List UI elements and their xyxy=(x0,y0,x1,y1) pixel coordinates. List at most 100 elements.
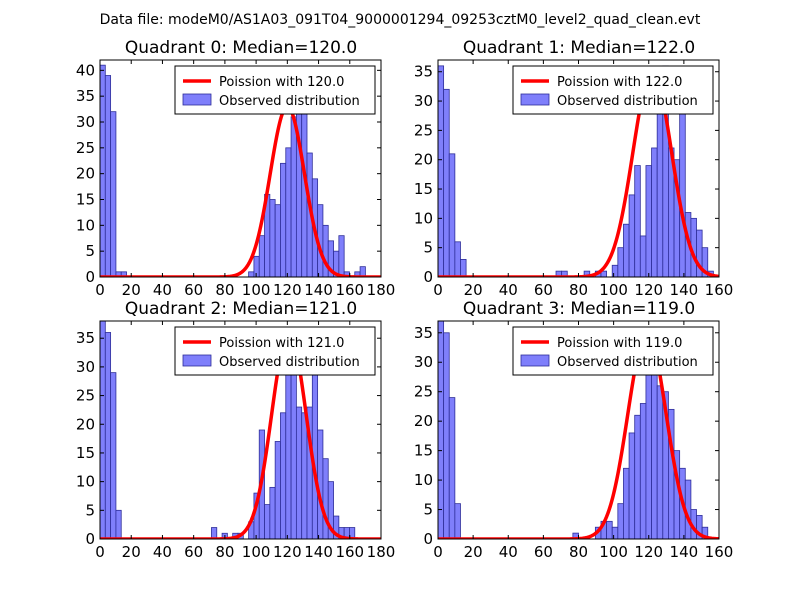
histogram-bar xyxy=(656,385,664,539)
histogram-bar xyxy=(623,223,630,277)
x-tick-label: 20 xyxy=(464,281,483,299)
histogram-bar xyxy=(628,194,636,277)
figure-suptitle: Data file: modeM0/AS1A03_091T04_90000012… xyxy=(100,12,701,28)
y-tick-label: 15 xyxy=(414,180,433,198)
x-tick-label: 20 xyxy=(464,543,483,561)
histogram-bar xyxy=(656,88,664,277)
histogram-bar xyxy=(290,360,297,539)
y-tick-label: 0 xyxy=(85,530,95,548)
x-tick-label: 0 xyxy=(95,281,105,299)
histogram-bar xyxy=(311,355,319,539)
x-tick-label: 160 xyxy=(335,281,364,299)
histogram-bar xyxy=(651,147,658,277)
x-tick-label: 100 xyxy=(242,281,271,299)
histogram-bar xyxy=(110,111,117,277)
y-tick-label: 0 xyxy=(85,268,95,286)
legend: Poission with 120.0 Observed distribution xyxy=(174,65,376,115)
histogram-bar xyxy=(606,520,613,539)
x-tick-label: 80 xyxy=(569,543,588,561)
histogram-bar xyxy=(623,467,630,539)
y-tick-label: 30 xyxy=(414,353,433,371)
histogram-bar xyxy=(454,503,461,539)
histogram-bar xyxy=(285,147,292,277)
legend-box xyxy=(174,65,376,115)
y-tick-label: 20 xyxy=(76,165,95,183)
x-tick-label: 100 xyxy=(599,281,628,299)
x-tick-label: 40 xyxy=(499,543,518,561)
x-tick-label: 20 xyxy=(122,543,141,561)
x-tick-label: 80 xyxy=(215,281,234,299)
histogram-bar xyxy=(120,271,127,277)
legend-bar-label: Observed distribution xyxy=(219,94,360,109)
x-tick-label: 140 xyxy=(670,281,699,299)
histogram-bar xyxy=(322,458,329,539)
y-tick-label: 35 xyxy=(414,324,433,342)
histogram-bar xyxy=(651,361,658,539)
legend-bar-swatch xyxy=(520,354,550,367)
legend: Poission with 121.0 Observed distribution xyxy=(174,326,376,376)
y-tick-label: 10 xyxy=(76,473,95,491)
histogram-bar xyxy=(110,372,117,539)
histogram-bar xyxy=(639,235,647,277)
histogram-bar xyxy=(634,165,641,277)
quadrant-0-panel: Quadrant 0: Median=120.0 0 20 40 60 80 100 120… xyxy=(76,38,395,299)
y-tick-label: 25 xyxy=(76,387,95,405)
y-tick-label: 40 xyxy=(76,61,95,79)
histogram-bar xyxy=(274,204,281,277)
x-tick-label: 60 xyxy=(534,543,553,561)
histogram-bar xyxy=(290,116,297,277)
legend: Poission with 119.0 Observed distribution xyxy=(512,326,714,376)
histogram-bar xyxy=(280,412,287,539)
histogram-bar xyxy=(443,332,450,539)
y-tick-label: 30 xyxy=(76,358,95,376)
poisson-curve xyxy=(100,104,381,277)
histogram-bar xyxy=(438,321,445,539)
histogram-bar xyxy=(645,165,652,277)
y-tick-label: 25 xyxy=(76,139,95,157)
y-tick-label: 0 xyxy=(423,530,433,548)
x-tick-label: 100 xyxy=(599,543,628,561)
axes-frame xyxy=(99,320,382,540)
x-tick-label: 20 xyxy=(122,281,141,299)
histogram-bar xyxy=(327,481,334,539)
histogram-bar xyxy=(634,414,641,539)
quadrant-3-title: Quadrant 3: Median=119.0 xyxy=(463,299,695,319)
x-tick-label: 140 xyxy=(304,543,333,561)
x-tick-label: 180 xyxy=(367,543,396,561)
y-tick-label: 25 xyxy=(414,383,433,401)
y-tick-label: 20 xyxy=(414,151,433,169)
quadrant-3-panel: Quadrant 3: Median=119.0 0 20 40 60 80 100 120… xyxy=(414,299,733,561)
x-tick-label: 100 xyxy=(242,543,271,561)
x-tick-label: 60 xyxy=(184,543,203,561)
y-tick-label: 35 xyxy=(76,329,95,347)
quadrant-1-title: Quadrant 1: Median=122.0 xyxy=(463,38,695,58)
axes-frame xyxy=(99,59,382,278)
y-tick-label: 30 xyxy=(76,113,95,131)
y-tick-label: 15 xyxy=(76,191,95,209)
legend-bar-swatch xyxy=(182,93,212,106)
histogram-bar xyxy=(338,235,345,277)
histogram-bar xyxy=(460,259,467,277)
histogram-bar xyxy=(443,88,450,277)
histogram-bar xyxy=(104,332,112,539)
histogram-bar xyxy=(679,112,686,277)
histogram-bar xyxy=(628,432,636,539)
histogram-bar xyxy=(611,264,619,277)
quadrant-0-title: Quadrant 0: Median=120.0 xyxy=(125,38,357,58)
x-tick-label: 80 xyxy=(215,543,234,561)
x-tick-label: 120 xyxy=(273,281,302,299)
x-tick-label: 120 xyxy=(634,543,663,561)
legend-bar-swatch xyxy=(520,93,550,106)
y-tick-label: 10 xyxy=(76,216,95,234)
y-tick-label: 20 xyxy=(414,412,433,430)
histogram-bar xyxy=(448,397,456,539)
histogram-bar xyxy=(104,75,112,277)
histogram-bar xyxy=(301,412,308,539)
x-tick-label: 0 xyxy=(433,543,443,561)
legend-box xyxy=(512,326,714,376)
x-tick-label: 80 xyxy=(569,281,588,299)
legend-bar-label: Observed distribution xyxy=(557,355,698,370)
histogram-bar xyxy=(295,90,303,277)
y-tick-label: 15 xyxy=(414,442,433,460)
